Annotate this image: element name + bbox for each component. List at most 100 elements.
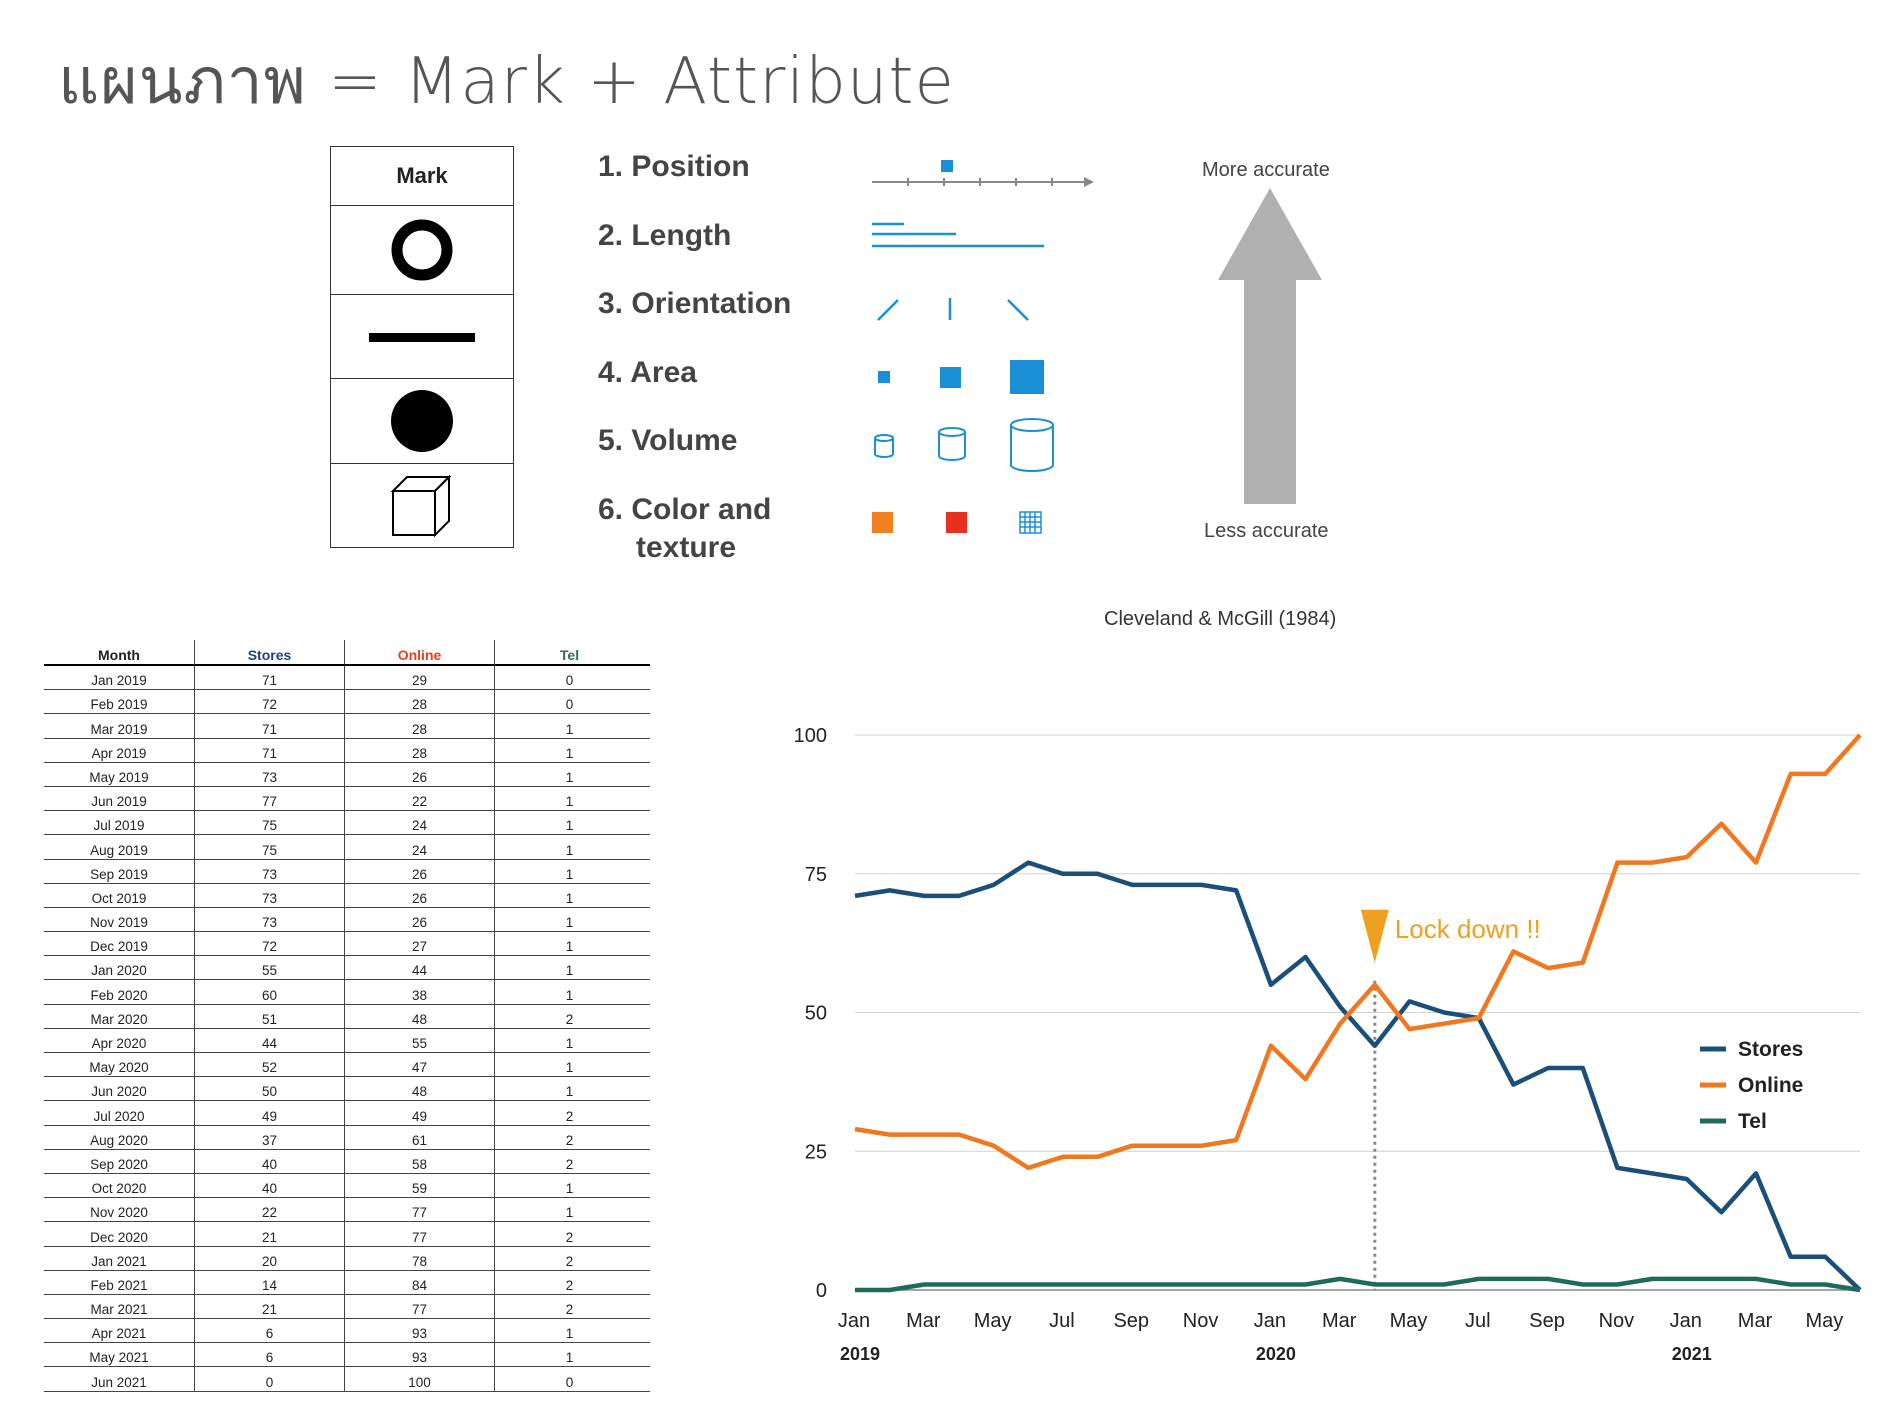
- table-row: May 2021 6 93 1: [44, 1343, 650, 1368]
- cell-online: 48: [344, 1077, 494, 1101]
- cell-stores: 14: [194, 1270, 344, 1294]
- cell-online: 28: [344, 714, 494, 738]
- cell-tel: 1: [494, 811, 644, 835]
- cell-tel: 1: [494, 1343, 644, 1367]
- cell-month: Nov 2020: [90, 1205, 148, 1221]
- cell-stores: 50: [194, 1077, 344, 1101]
- series-line-stores: [854, 860, 1862, 1292]
- line-chart: 0 25 50 75 100 Jan Mar May Jul Sep Nov Jan Mar May Jul…: [794, 725, 1862, 1364]
- cell-month: Oct 2020: [91, 1181, 147, 1197]
- x-tick-label: Mar: [1322, 1310, 1357, 1332]
- cell-month: Feb 2019: [90, 697, 148, 713]
- filled-circle-icon: [391, 390, 453, 452]
- header-month: Month: [98, 647, 140, 663]
- cell-online: 29: [344, 666, 494, 690]
- table-row: Oct 2020 40 59 1: [44, 1173, 650, 1199]
- table-row: Jun 2020 50 48 1: [44, 1077, 650, 1102]
- cell-month: Oct 2019: [91, 890, 147, 906]
- cell-tel: 1: [494, 932, 644, 956]
- cell-online: 84: [344, 1270, 494, 1294]
- circle-outline-icon: [391, 219, 453, 281]
- cell-month: Jan 2020: [91, 963, 147, 979]
- cell-online: 48: [344, 1004, 494, 1028]
- year-label: 2021: [1672, 1344, 1712, 1364]
- cell-stores: 21: [194, 1294, 344, 1319]
- header-tel: Tel: [494, 640, 644, 664]
- mark-table: Mark: [330, 146, 514, 548]
- cell-online: 28: [344, 738, 494, 762]
- cell-stores: 21: [194, 1222, 344, 1246]
- lockdown-annotation: Lock down !!: [1395, 914, 1541, 944]
- x-tick-label: Sep: [1113, 1310, 1149, 1332]
- cell-tel: 2: [494, 1294, 644, 1319]
- cell-stores: 77: [194, 786, 344, 811]
- y-tick-label: 50: [805, 1003, 827, 1025]
- y-tick-label: 25: [805, 1141, 827, 1163]
- cell-tel: 2: [494, 1270, 644, 1294]
- cell-online: 38: [344, 980, 494, 1004]
- cell-tel: 1: [494, 859, 644, 883]
- table-row: May 2020 52 47 1: [44, 1053, 650, 1078]
- cell-stores: 40: [194, 1173, 344, 1198]
- position-graphic: [872, 160, 1094, 187]
- cell-month: Jul 2019: [93, 818, 145, 834]
- cell-stores: 73: [194, 907, 344, 932]
- cell-tel: 2: [494, 1222, 644, 1246]
- cell-tel: 0: [494, 666, 644, 690]
- table-row: Nov 2020 22 77 1: [44, 1198, 650, 1223]
- cell-tel: 1: [494, 738, 644, 762]
- area-mark-cell: [331, 379, 513, 464]
- cell-online: 24: [344, 811, 494, 835]
- table-row: May 2019 73 26 1: [44, 762, 650, 787]
- table-row: Feb 2021 14 84 2: [44, 1270, 650, 1295]
- length-graphic: [872, 222, 1044, 248]
- cell-online: 27: [344, 932, 494, 956]
- cell-online: 26: [344, 883, 494, 907]
- cell-stores: 71: [194, 666, 344, 690]
- cell-online: 26: [344, 907, 494, 932]
- table-row: Jan 2020 55 44 1: [44, 956, 650, 981]
- cell-tel: 0: [494, 690, 644, 714]
- data-table: Month Stores Online Tel Jan 2019 71 29 0 Feb…: [44, 640, 650, 1392]
- x-tick-label: Jan: [838, 1310, 870, 1332]
- volume-mark-cell: [331, 464, 513, 547]
- cell-online: 24: [344, 835, 494, 859]
- cell-stores: 6: [194, 1319, 344, 1343]
- table-row: Apr 2019 71 28 1: [44, 738, 650, 763]
- table-row: Jan 2021 20 78 2: [44, 1246, 650, 1271]
- cell-stores: 40: [194, 1149, 344, 1173]
- cell-tel: 1: [494, 1173, 644, 1198]
- table-header: Month Stores Online Tel: [44, 640, 650, 666]
- cell-online: 77: [344, 1222, 494, 1246]
- cell-tel: 0: [494, 1367, 644, 1391]
- cell-stores: 51: [194, 1004, 344, 1028]
- area-graphic: [878, 360, 1044, 394]
- header-stores: Stores: [194, 640, 344, 664]
- cell-stores: 73: [194, 762, 344, 786]
- header-online: Online: [344, 640, 494, 664]
- table-row: Jun 2019 77 22 1: [44, 786, 650, 812]
- cell-month: Jul 2020: [93, 1108, 145, 1124]
- cell-stores: 52: [194, 1053, 344, 1077]
- cell-month: Apr 2021: [91, 1326, 147, 1342]
- cell-month: Jun 2020: [91, 1084, 147, 1100]
- cell-stores: 49: [194, 1101, 344, 1125]
- cell-stores: 44: [194, 1028, 344, 1052]
- cell-month: Sep 2020: [90, 1156, 148, 1172]
- table-row: Mar 2019 71 28 1: [44, 714, 650, 739]
- table-row: Apr 2020 44 55 1: [44, 1028, 650, 1053]
- mark-table-header: Mark: [331, 147, 513, 206]
- cell-stores: 60: [194, 980, 344, 1004]
- cell-tel: 1: [494, 907, 644, 932]
- cell-online: 47: [344, 1053, 494, 1077]
- cell-online: 93: [344, 1319, 494, 1343]
- cell-stores: 20: [194, 1246, 344, 1270]
- table-row: Jan 2019 71 29 0: [44, 666, 650, 691]
- series-line-online: [854, 733, 1862, 1171]
- cell-online: 77: [344, 1294, 494, 1319]
- cell-online: 49: [344, 1101, 494, 1125]
- cell-online: 22: [344, 786, 494, 811]
- attr-volume: 5. Volume: [598, 424, 738, 457]
- cell-stores: 73: [194, 859, 344, 883]
- table-row: Feb 2019 72 28 0: [44, 690, 650, 715]
